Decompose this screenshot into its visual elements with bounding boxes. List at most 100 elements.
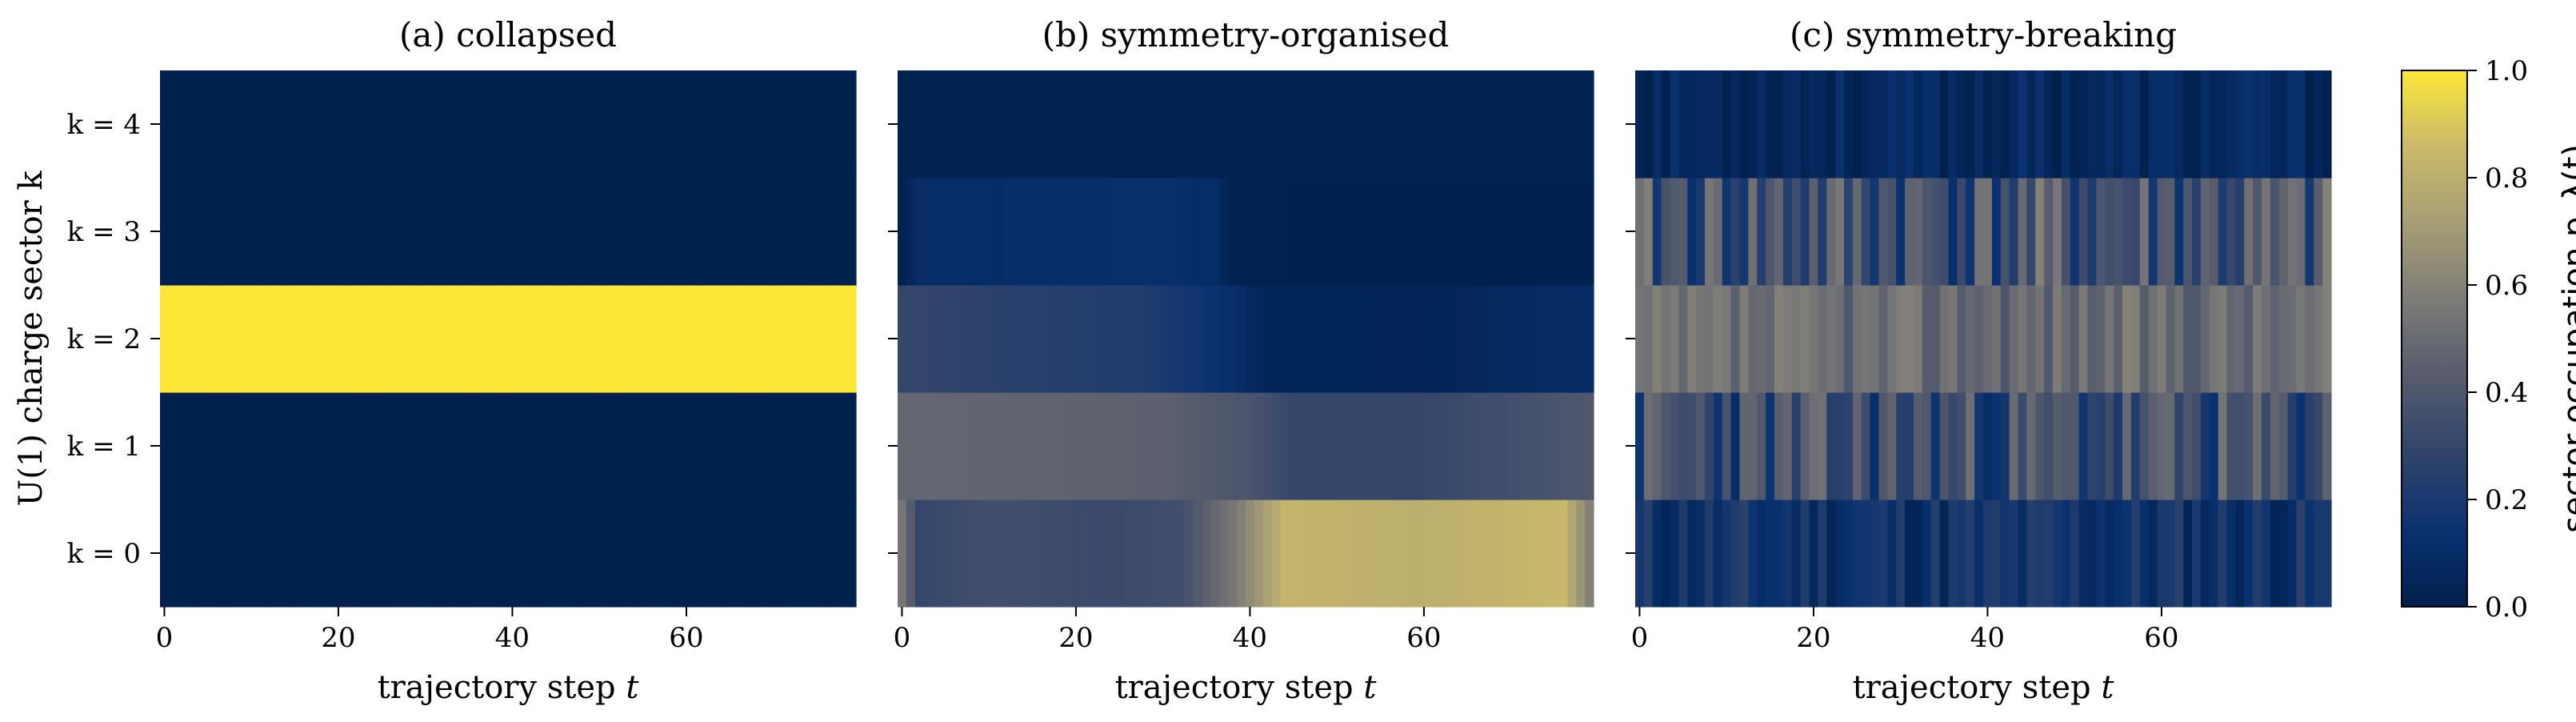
heatmap-cell <box>2139 392 2150 500</box>
heatmap-cell <box>1341 285 1351 393</box>
heatmap-panels: (a) collapsed 0 20 40 60 trajectory step t k =… <box>13 15 2332 706</box>
heatmap-cell <box>1748 70 1758 178</box>
heatmap-cell <box>786 499 796 608</box>
heatmap-cell <box>1905 499 1914 608</box>
heatmap-cell <box>1506 285 1516 393</box>
heatmap-cell <box>2174 392 2184 500</box>
heatmap-cell <box>2114 70 2123 178</box>
heatmap-cell <box>1202 178 1212 286</box>
heatmap-cell <box>1289 178 1298 286</box>
heatmap-cell <box>1471 70 1482 178</box>
heatmap-cell <box>2226 392 2236 500</box>
heatmap-cell <box>958 178 968 286</box>
heatmap-cell <box>1515 499 1525 608</box>
heatmap-cell <box>1558 178 1568 286</box>
heatmap-cell <box>1914 392 1923 500</box>
heatmap-cell <box>812 70 822 178</box>
heatmap-cell <box>2000 499 2010 608</box>
heatmap-cell <box>1791 285 1802 393</box>
heatmap-cell <box>821 70 830 178</box>
heatmap-cell <box>630 285 639 393</box>
heatmap-cell <box>560 392 570 500</box>
heatmap-cell <box>2200 285 2210 393</box>
heatmap-cell <box>803 392 814 500</box>
heatmap-cell <box>1045 499 1055 608</box>
heatmap-cell <box>1922 499 1932 608</box>
heatmap-cell <box>1498 70 1507 178</box>
heatmap-cell <box>316 285 326 393</box>
x-tick-label: 40 <box>1233 622 1267 654</box>
heatmap-cell <box>2070 285 2080 393</box>
heatmap-cell <box>1515 70 1525 178</box>
heatmap-cell <box>1887 285 1897 393</box>
heatmap-cell <box>794 285 805 393</box>
heatmap-cell <box>1585 499 1594 608</box>
heatmap-cell <box>464 178 474 286</box>
heatmap-cell <box>177 70 187 178</box>
heatmap-cell <box>803 285 814 393</box>
heatmap-cell <box>1219 70 1229 178</box>
heatmap-cell <box>1141 178 1150 286</box>
heatmap-cell <box>838 392 848 500</box>
heatmap-cell <box>377 285 387 393</box>
heatmap-cell <box>1506 392 1516 500</box>
heatmap-cell <box>1766 392 1775 500</box>
heatmap-cell <box>499 499 509 608</box>
heatmap-cell <box>1184 285 1194 393</box>
heatmap-cell <box>377 499 387 608</box>
heatmap-cell <box>1576 285 1586 393</box>
heatmap-cell <box>630 392 639 500</box>
heatmap-cell <box>1878 285 1888 393</box>
heatmap-cells <box>1635 70 2332 608</box>
heatmap-cell <box>734 178 744 286</box>
heatmap-cell <box>1176 70 1186 178</box>
heatmap-cell <box>273 285 282 393</box>
heatmap-cell <box>1844 285 1854 393</box>
heatmap-cell <box>2044 178 2054 286</box>
heatmap-cell <box>1062 285 1073 393</box>
heatmap-cell <box>1054 285 1064 393</box>
heatmap-cell <box>2278 178 2289 286</box>
heatmap-cell <box>923 285 934 393</box>
heatmap-cell <box>1289 499 1298 608</box>
heatmap-cell <box>682 392 691 500</box>
heatmap-cell <box>1350 70 1359 178</box>
heatmap-cell <box>1757 285 1766 393</box>
heatmap-cell <box>2235 70 2245 178</box>
heatmap-cell <box>630 70 639 178</box>
heatmap-cell <box>621 70 630 178</box>
heatmap-cell <box>1167 499 1177 608</box>
heatmap-cell <box>690 178 700 286</box>
heatmap-cell <box>699 499 709 608</box>
heatmap-cell <box>1462 70 1473 178</box>
heatmap-cell <box>673 285 683 393</box>
heatmap-cell <box>742 392 753 500</box>
heatmap-cell <box>1498 178 1507 286</box>
heatmap-cell <box>2166 70 2175 178</box>
x-tick-label: 0 <box>1631 622 1649 654</box>
heatmap-cell <box>1210 392 1220 500</box>
y-tick-label: k = 2 <box>67 323 141 355</box>
heatmap-cell <box>2078 392 2089 500</box>
heatmap-cell <box>1350 392 1359 500</box>
heatmap-cell <box>923 178 934 286</box>
heatmap-cell <box>516 285 526 393</box>
heatmap-cell <box>1246 392 1255 500</box>
heatmap-cell <box>1480 285 1490 393</box>
heatmap-cell <box>264 499 274 608</box>
heatmap-cell <box>1010 392 1020 500</box>
heatmap-cell <box>1471 499 1482 608</box>
heatmap-cell <box>1983 499 1993 608</box>
heatmap-cell <box>264 178 274 286</box>
heatmap-cell <box>1567 499 1577 608</box>
heatmap-cell <box>2296 499 2306 608</box>
heatmap-cell <box>2018 499 2027 608</box>
heatmap-cell <box>847 178 857 286</box>
heatmap-cell <box>1550 178 1560 286</box>
heatmap-cell <box>194 392 204 500</box>
heatmap-cell <box>1861 499 1871 608</box>
heatmap-cell <box>1419 499 1429 608</box>
heatmap-cell <box>786 285 796 393</box>
heatmap-cell <box>932 70 942 178</box>
heatmap-cell <box>1550 499 1560 608</box>
